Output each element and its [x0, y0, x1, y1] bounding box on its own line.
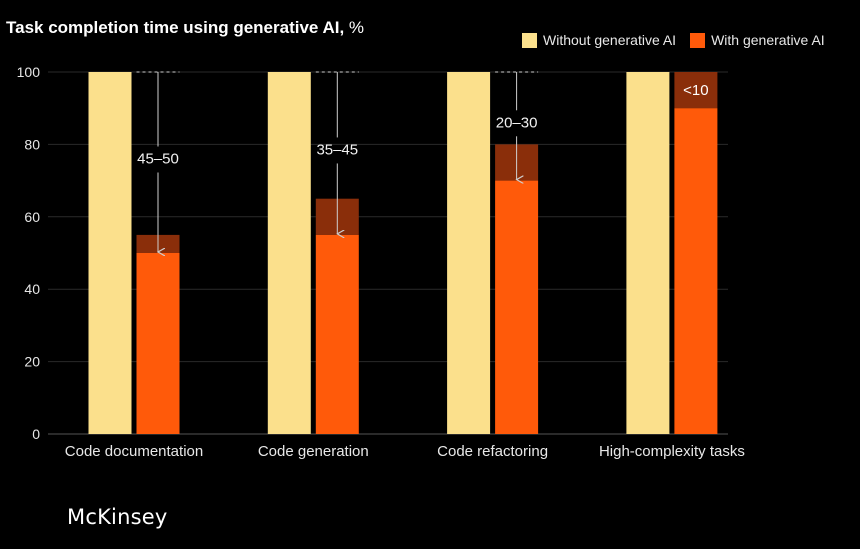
legend: Without generative AI With generative AI — [522, 32, 825, 48]
bar-with — [495, 180, 539, 434]
y-tick-label: 80 — [24, 136, 40, 152]
bar-with — [674, 108, 718, 434]
savings-annotation: 35–45 — [316, 141, 358, 158]
legend-item-without: Without generative AI — [522, 32, 676, 48]
legend-label-without: Without generative AI — [543, 32, 677, 48]
x-tick-label: Code generation — [258, 443, 369, 460]
bar-with — [315, 234, 359, 434]
y-tick-label: 0 — [32, 426, 40, 442]
x-tick-label: Code documentation — [65, 443, 203, 460]
bar-without — [447, 72, 491, 434]
legend-label-with: With generative AI — [711, 32, 825, 48]
chart-title: Task completion time using generative AI… — [6, 18, 364, 38]
chart-title-main: Task completion time using generative AI… — [6, 18, 345, 37]
savings-annotation: <10 — [683, 82, 708, 99]
bar-savings-band — [674, 72, 718, 109]
legend-item-with: With generative AI — [690, 32, 825, 48]
bar-with — [136, 253, 180, 434]
savings-annotation: 45–50 — [137, 151, 179, 168]
bar-without — [626, 72, 670, 434]
y-tick-label: 100 — [17, 64, 41, 80]
y-tick-label: 60 — [24, 209, 40, 225]
savings-annotation: 20–30 — [496, 114, 538, 131]
y-tick-label: 20 — [24, 354, 40, 370]
legend-swatch-without — [522, 32, 537, 48]
bar-without — [88, 72, 132, 434]
bar-without — [267, 72, 311, 434]
chart-title-unit: % — [344, 18, 365, 37]
legend-swatch-with — [690, 32, 706, 48]
brand-logo: McKinsey — [67, 505, 168, 529]
y-tick-label: 40 — [24, 281, 40, 297]
x-tick-label: High-complexity tasks — [599, 443, 745, 460]
x-tick-label: Code refactoring — [437, 443, 548, 460]
